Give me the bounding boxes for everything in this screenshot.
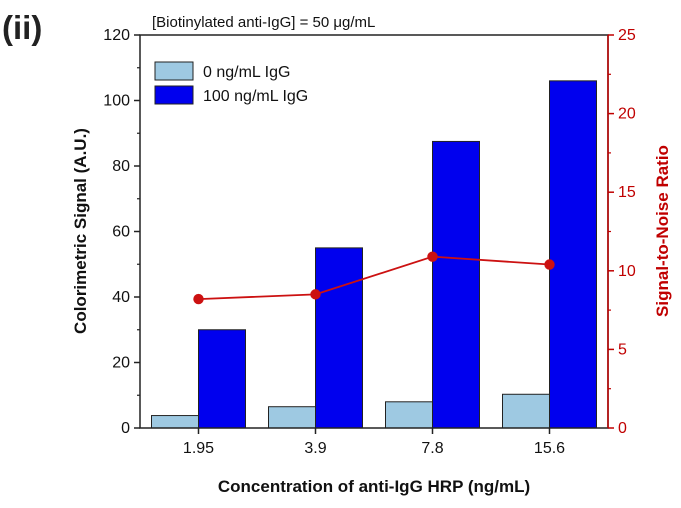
bar-0ng-1.95 <box>151 415 199 429</box>
bar-100ng-15.6 <box>549 80 597 429</box>
y-tick-label: 40 <box>112 289 130 306</box>
y2-tick-label: 5 <box>618 341 627 358</box>
y-tick-label: 100 <box>103 93 130 110</box>
y2-axis-title: Signal-to-Noise Ratio <box>653 145 672 317</box>
y-tick-label: 0 <box>121 420 130 437</box>
y2-tick-label: 20 <box>618 106 636 123</box>
y-axis-title: Colorimetric Signal (A.U.) <box>71 128 90 334</box>
subtitle-prefix: [Biotinylated anti-IgG] = 50 <box>152 14 333 31</box>
legend-swatch-100ng <box>154 85 194 105</box>
legend: 0 ng/mL IgG 100 ng/mL IgG <box>154 61 308 105</box>
chart-subtitle: [Biotinylated anti-IgG] = 50 μg/mL <box>152 14 375 31</box>
x-tick-label: 1.95 <box>183 440 214 457</box>
y-tick-label: 60 <box>112 224 130 241</box>
y2-tick-label: 0 <box>618 420 627 437</box>
snr-point-15.6 <box>544 259 555 270</box>
bar-100ng-1.95 <box>198 329 246 429</box>
legend-swatch-0ng <box>154 61 194 81</box>
right-axis: 0 5 10 15 20 25 <box>608 27 636 437</box>
snr-point-7.8 <box>427 251 438 262</box>
bar-0ng-3.9 <box>268 406 316 429</box>
panel-label: (ii) <box>2 9 42 46</box>
x-tick-label: 15.6 <box>534 440 565 457</box>
bar-0ng-7.8 <box>385 401 433 429</box>
x-axis: 1.95 3.9 7.8 15.6 <box>183 428 565 457</box>
snr-line-group <box>193 251 555 305</box>
bars-group <box>151 80 597 429</box>
y2-tick-label: 25 <box>618 27 636 44</box>
y2-tick-label: 15 <box>618 184 636 201</box>
subtitle-unit: μg/mL <box>333 14 375 31</box>
y2-tick-label: 10 <box>618 263 636 280</box>
snr-point-3.9 <box>310 289 321 300</box>
bar-100ng-7.8 <box>432 140 480 429</box>
left-axis: 0 20 40 60 80 100 120 <box>103 27 140 437</box>
y-tick-label: 20 <box>112 355 130 372</box>
x-tick-label: 7.8 <box>421 440 443 457</box>
legend-label-0ng: 0 ng/mL IgG <box>203 64 290 81</box>
y-tick-label: 120 <box>103 27 130 44</box>
bar-0ng-15.6 <box>502 393 550 429</box>
legend-label-100ng: 100 ng/mL IgG <box>203 88 308 105</box>
snr-point-1.95 <box>193 293 204 305</box>
bar-100ng-3.9 <box>315 247 363 429</box>
snr-line <box>198 255 550 300</box>
x-tick-label: 3.9 <box>304 440 326 457</box>
y-tick-label: 80 <box>112 158 130 175</box>
x-axis-title: Concentration of anti-IgG HRP (ng/mL) <box>218 477 530 496</box>
